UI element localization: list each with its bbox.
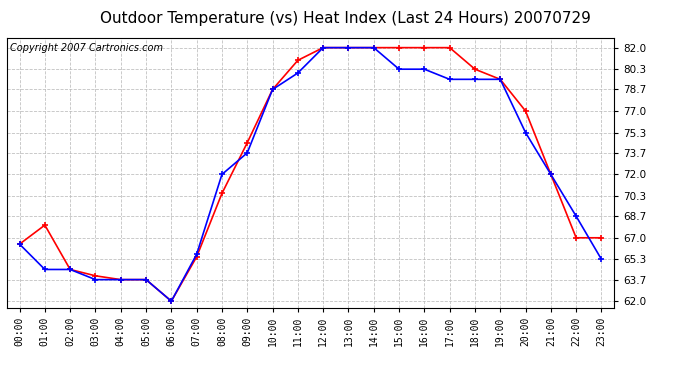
Text: Copyright 2007 Cartronics.com: Copyright 2007 Cartronics.com <box>10 43 163 53</box>
Text: Outdoor Temperature (vs) Heat Index (Last 24 Hours) 20070729: Outdoor Temperature (vs) Heat Index (Las… <box>99 11 591 26</box>
